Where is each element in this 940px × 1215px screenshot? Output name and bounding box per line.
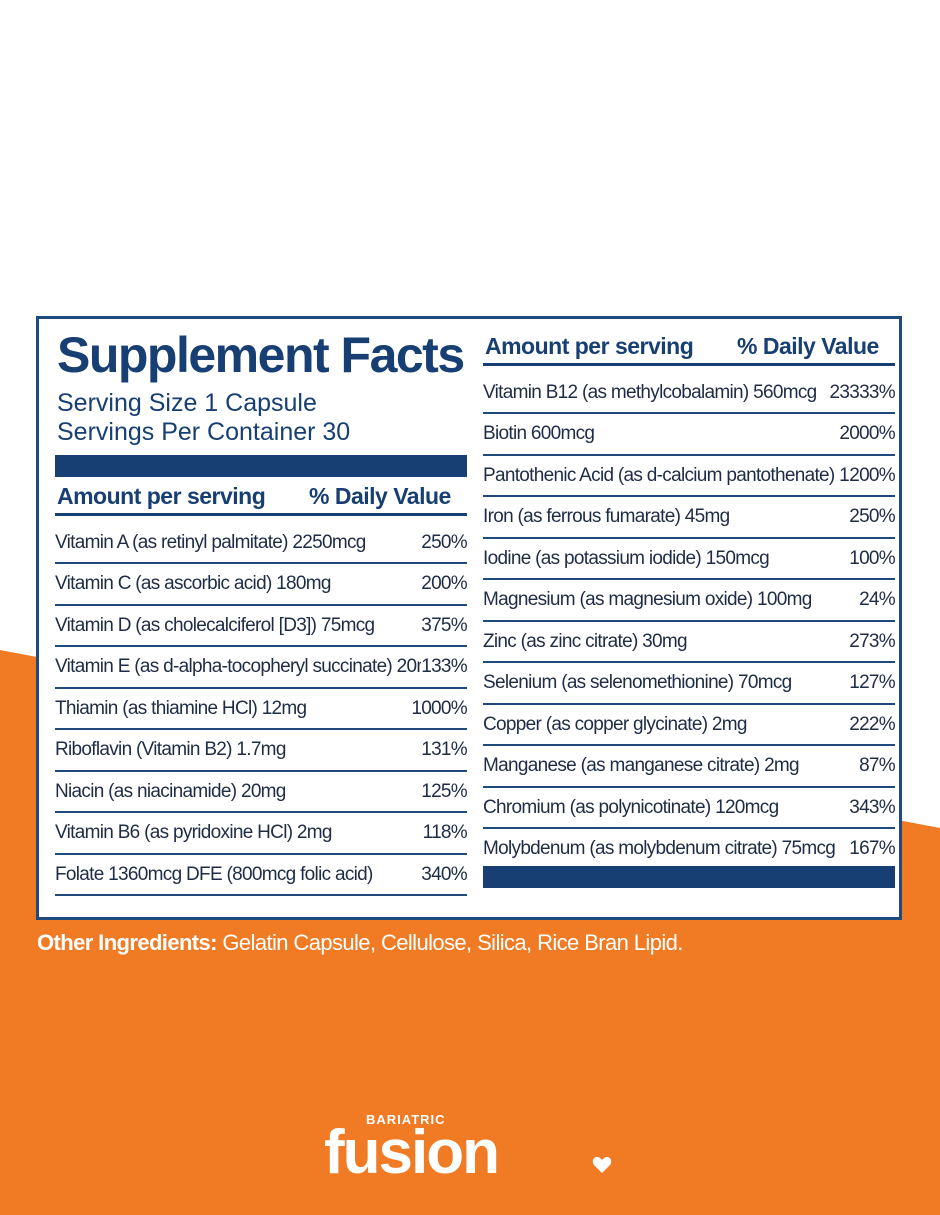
nutrient-row: Copper (as copper glycinate) 2mg 222% <box>483 705 896 746</box>
nutrient-daily-value: 222% <box>849 713 895 735</box>
nutrient-row: Manganese (as manganese citrate) 2mg 87% <box>483 747 896 788</box>
nutrient-name: Vitamin D (as cholecalciferol [D3]) 75mc… <box>55 614 375 636</box>
nutrient-name: Vitamin E (as d-alpha-tocopheryl succina… <box>55 656 422 677</box>
nutrient-daily-value: 100% <box>849 547 895 569</box>
supplement-facts-panel: Supplement Facts Serving Size 1 Capsule … <box>36 316 902 920</box>
nutrient-name: Iodine (as potassium iodide) 150mcg <box>483 547 770 569</box>
other-ingredients: Other Ingredients: Gelatin Capsule, Cell… <box>37 930 683 956</box>
nutrient-row: Selenium (as selenomethionine) 70mcg 127% <box>483 664 896 705</box>
nutrient-row: Pantothenic Acid (as d-calcium pantothen… <box>483 456 896 497</box>
left-header-rule <box>55 513 467 516</box>
nutrient-daily-value: 118% <box>422 822 468 843</box>
other-ingredients-label: Other Ingredients: <box>37 930 217 955</box>
nutrient-name: Zinc (as zinc citrate) 30mg <box>483 630 688 652</box>
nutrient-row: Iron (as ferrous fumarate) 45mg 250% <box>483 498 896 539</box>
left-header-dv: % Daily Value <box>309 483 451 509</box>
nutrient-daily-value: 127% <box>849 672 895 693</box>
nutrient-row: Magnesium (as magnesium oxide) 100mg 24% <box>483 581 896 622</box>
nutrient-daily-value: 23333% <box>829 381 895 403</box>
nutrient-name: Riboflavin (Vitamin B2) 1.7mg <box>55 739 286 760</box>
nutrient-daily-value: 250% <box>421 531 467 553</box>
nutrient-daily-value: 87% <box>859 755 896 776</box>
nutrient-name: Selenium (as selenomethionine) 70mcg <box>483 672 792 693</box>
nutrient-row: Biotin 600mcg 2000% <box>483 415 896 456</box>
nutrient-daily-value: 200% <box>421 573 467 594</box>
nutrient-name: Biotin 600mcg <box>483 423 595 444</box>
nutrient-row: Vitamin A (as retinyl palmitate) 2250mcg… <box>55 523 468 564</box>
nutrient-daily-value: 125% <box>421 780 467 802</box>
nutrient-row: Molybdenum (as molybdenum citrate) 75mcg… <box>483 830 896 871</box>
nutrient-name: Copper (as copper glycinate) 2mg <box>483 713 747 735</box>
servings-per-container: Servings Per Container 30 <box>57 418 351 446</box>
nutrient-name: Niacin (as niacinamide) 20mg <box>55 780 286 802</box>
nutrient-row: Folate 1360mcg DFE (800mcg folic acid) 34… <box>55 855 468 896</box>
nutrient-name: Folate 1360mcg DFE (800mcg folic acid) <box>55 863 373 885</box>
nutrient-row: Vitamin D (as cholecalciferol [D3]) 75mc… <box>55 606 468 647</box>
heart-icon <box>592 1156 612 1173</box>
panel-title: Supplement Facts <box>57 327 465 383</box>
other-ingredients-text: Gelatin Capsule, Cellulose, Silica, Rice… <box>216 930 683 955</box>
nutrient-name: Pantothenic Acid (as d-calcium pantothen… <box>483 464 850 486</box>
nutrient-name: Magnesium (as magnesium oxide) 100mg <box>483 589 812 610</box>
left-header-amount: Amount per serving <box>57 483 266 509</box>
nutrient-daily-value: 131% <box>421 739 467 760</box>
nutrient-name: Chromium (as polynicotinate) 120mcg <box>483 796 779 818</box>
nutrient-row: Vitamin C (as ascorbic acid) 180mg 200% <box>55 565 468 606</box>
nutrient-row: Chromium (as polynicotinate) 120mcg 343% <box>483 788 896 829</box>
nutrient-row: Vitamin E (as d-alpha-tocopheryl succina… <box>55 648 468 689</box>
nutrient-daily-value: 2000% <box>839 423 895 444</box>
nutrient-name: Vitamin B6 (as pyridoxine HCl) 2mg <box>55 822 332 843</box>
nutrient-name: Vitamin C (as ascorbic acid) 180mg <box>55 573 331 594</box>
right-divider-bar <box>483 866 895 888</box>
nutrient-daily-value: 200% <box>849 464 895 486</box>
nutrient-name: Manganese (as manganese citrate) 2mg <box>483 755 800 776</box>
serving-size: Serving Size 1 Capsule <box>57 389 317 417</box>
right-header-rule <box>483 363 895 366</box>
right-header-amount: Amount per serving <box>485 333 694 359</box>
nutrient-daily-value: 133% <box>421 656 467 677</box>
nutrient-name: Iron (as ferrous fumarate) 45mg <box>483 506 730 527</box>
nutrient-daily-value: 343% <box>849 796 895 818</box>
left-divider-bar <box>55 455 467 477</box>
nutrient-row: Iodine (as potassium iodide) 150mcg 100% <box>483 539 896 580</box>
nutrient-daily-value: 375% <box>421 614 467 636</box>
nutrient-row: Thiamin (as thiamine HCl) 12mg 1000% <box>55 689 468 730</box>
logo-small-text: BARIATRIC <box>366 1112 446 1127</box>
nutrient-daily-value: 340% <box>421 863 467 885</box>
nutrient-name: Thiamin (as thiamine HCl) 12mg <box>55 697 307 719</box>
brand-logo: BARIATRIC fusion <box>324 1110 624 1190</box>
right-header-dv: % Daily Value <box>737 333 879 359</box>
nutrient-row: Vitamin B6 (as pyridoxine HCl) 2mg 118% <box>55 814 468 855</box>
nutrient-name: Vitamin A (as retinyl palmitate) 2250mcg <box>55 531 366 553</box>
nutrient-row: Zinc (as zinc citrate) 30mg 273% <box>483 622 896 663</box>
nutrient-row: Niacin (as niacinamide) 20mg 125% <box>55 772 468 813</box>
nutrient-daily-value: 1000% <box>411 697 467 719</box>
nutrient-row: Riboflavin (Vitamin B2) 1.7mg 131% <box>55 731 468 772</box>
nutrient-daily-value: 24% <box>859 589 896 610</box>
nutrient-name: Vitamin B12 (as methylcobalamin) 560mcg <box>483 381 817 403</box>
nutrient-name: Molybdenum (as molybdenum citrate) 75mcg <box>483 838 836 859</box>
nutrient-daily-value: 167% <box>849 838 895 859</box>
nutrient-row: Vitamin B12 (as methylcobalamin) 560mcg 2… <box>483 373 896 414</box>
nutrient-daily-value: 250% <box>849 506 895 527</box>
logo-wordmark: fusion <box>324 1118 500 1187</box>
nutrient-daily-value: 273% <box>849 630 895 652</box>
